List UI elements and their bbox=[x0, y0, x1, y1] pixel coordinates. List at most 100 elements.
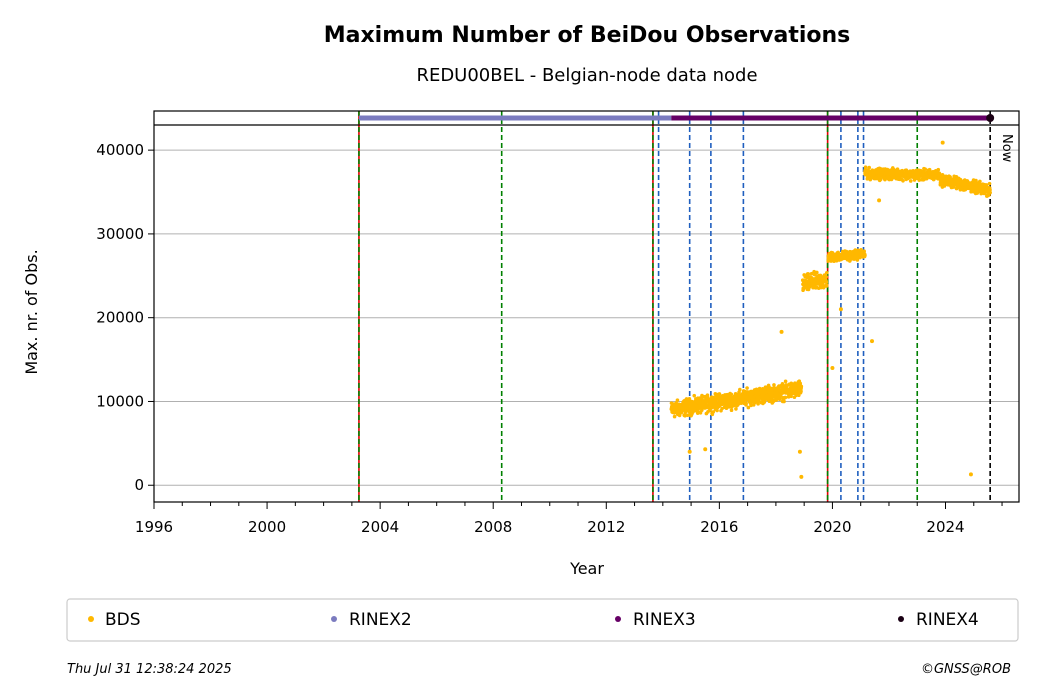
data-point-bds bbox=[783, 395, 788, 400]
data-point-bds bbox=[824, 280, 829, 284]
data-point-bds bbox=[772, 383, 776, 387]
data-point-bds bbox=[862, 249, 866, 253]
data-point-bds bbox=[863, 253, 867, 258]
data-point-bds bbox=[927, 167, 932, 172]
data-point-bds bbox=[744, 401, 748, 406]
data-point-bds bbox=[917, 178, 922, 182]
chart-subtitle: REDU00BEL - Belgian-node data node bbox=[416, 65, 757, 86]
data-point-bds bbox=[824, 275, 828, 279]
data-point-bds bbox=[855, 258, 860, 262]
data-point-bds-outlier bbox=[797, 449, 802, 454]
legend-marker-rinex4 bbox=[898, 616, 904, 622]
data-point-bds bbox=[677, 413, 682, 418]
data-point-bds bbox=[948, 175, 952, 179]
data-point-bds bbox=[824, 283, 829, 288]
data-point-bds bbox=[815, 270, 819, 275]
footer-credit: ©GNSS@ROB bbox=[921, 662, 1011, 677]
x-tick-label: 2012 bbox=[587, 518, 625, 536]
y-tick-label: 0 bbox=[134, 476, 144, 494]
data-point-bds bbox=[988, 188, 992, 192]
data-point-bds bbox=[700, 408, 704, 413]
data-point-bds bbox=[746, 405, 751, 410]
x-tick-label: 2000 bbox=[248, 518, 286, 536]
data-point-bds bbox=[738, 387, 742, 392]
data-point-bds-outlier bbox=[968, 472, 973, 477]
data-point-bds bbox=[867, 165, 871, 170]
legend-label-bds: BDS bbox=[105, 610, 141, 630]
data-point-bds-outlier bbox=[838, 307, 843, 312]
event-lines bbox=[358, 111, 991, 502]
data-point-bds bbox=[799, 384, 804, 389]
data-point-bds bbox=[756, 402, 760, 406]
x-tick-label: 2008 bbox=[474, 518, 512, 536]
legend-marker-rinex2 bbox=[331, 616, 337, 622]
legend-marker-rinex3 bbox=[615, 616, 621, 622]
data-point-bds bbox=[729, 392, 734, 397]
x-tick-label: 2020 bbox=[813, 518, 851, 536]
now-label: Now bbox=[999, 134, 1014, 163]
data-point-bds-outlier bbox=[687, 449, 692, 454]
data-point-bds bbox=[895, 167, 900, 171]
data-point-bds-outlier bbox=[870, 339, 875, 344]
data-point-bds bbox=[806, 272, 811, 276]
data-point-bds bbox=[687, 396, 692, 401]
axis-ticks: 0 10000 20000 30000 40000 1996 2000 2004 2008 201… bbox=[96, 141, 1003, 536]
data-point-bds bbox=[799, 389, 803, 394]
legend-label-rinex3: RINEX3 bbox=[633, 610, 696, 630]
legend: BDS RINEX2 RINEX3 RINEX4 bbox=[66, 598, 1019, 642]
data-point-bds bbox=[878, 177, 883, 182]
y-tick-label: 40000 bbox=[96, 141, 144, 159]
x-tick-label: 1996 bbox=[135, 518, 173, 536]
data-point-bds bbox=[988, 190, 992, 195]
data-point-bds bbox=[734, 407, 738, 411]
data-points bbox=[669, 140, 992, 479]
data-point-bds-outlier bbox=[940, 140, 945, 145]
y-tick-label: 30000 bbox=[96, 225, 144, 243]
data-point-bds bbox=[824, 270, 829, 275]
data-point-bds bbox=[782, 399, 786, 404]
format-bar-end-marker bbox=[986, 114, 995, 122]
data-point-bds bbox=[789, 394, 793, 399]
data-point-bds bbox=[692, 393, 697, 398]
footer-timestamp: Thu Jul 31 12:38:24 2025 bbox=[67, 662, 232, 677]
plot-frame bbox=[153, 110, 1020, 503]
data-point-bds bbox=[672, 414, 677, 419]
data-point-bds bbox=[711, 410, 716, 414]
data-point-bds bbox=[778, 397, 782, 401]
format-bars bbox=[358, 114, 995, 122]
grid-layer bbox=[154, 149, 1019, 486]
data-point-bds-outlier bbox=[830, 365, 835, 370]
data-point-bds bbox=[987, 181, 992, 186]
data-point-bds bbox=[809, 271, 814, 276]
data-point-bds bbox=[729, 408, 734, 413]
data-point-bds bbox=[783, 379, 788, 384]
data-point-bds bbox=[715, 408, 719, 413]
data-point-bds bbox=[979, 191, 983, 196]
data-point-bds-outlier bbox=[779, 329, 784, 334]
data-point-bds bbox=[978, 179, 982, 184]
x-axis-label: Year bbox=[569, 559, 604, 578]
y-tick-label: 10000 bbox=[96, 392, 144, 410]
x-tick-label: 2016 bbox=[700, 518, 738, 536]
legend-marker-bds bbox=[88, 616, 94, 622]
data-point-bds bbox=[798, 381, 803, 386]
x-tick-label: 2004 bbox=[361, 518, 399, 536]
data-point-bds-outlier bbox=[877, 198, 882, 203]
legend-label-rinex4: RINEX4 bbox=[916, 610, 979, 630]
data-point-bds bbox=[901, 179, 905, 183]
data-point-bds bbox=[675, 398, 680, 402]
data-point-bds-outlier bbox=[799, 474, 804, 479]
chart-title: Maximum Number of BeiDou Observations bbox=[324, 23, 851, 48]
x-tick-label: 2024 bbox=[926, 518, 964, 536]
y-tick-label: 20000 bbox=[96, 309, 144, 327]
legend-frame bbox=[66, 598, 1019, 642]
legend-label-rinex2: RINEX2 bbox=[349, 610, 412, 630]
data-point-bds bbox=[821, 283, 825, 287]
data-point-bds-outlier bbox=[703, 447, 708, 452]
y-axis-label: Max. nr. of Obs. bbox=[22, 249, 41, 374]
data-point-bds bbox=[936, 167, 941, 172]
data-point-bds bbox=[923, 167, 928, 171]
data-point-bds bbox=[863, 165, 868, 170]
data-point-bds bbox=[745, 386, 749, 390]
